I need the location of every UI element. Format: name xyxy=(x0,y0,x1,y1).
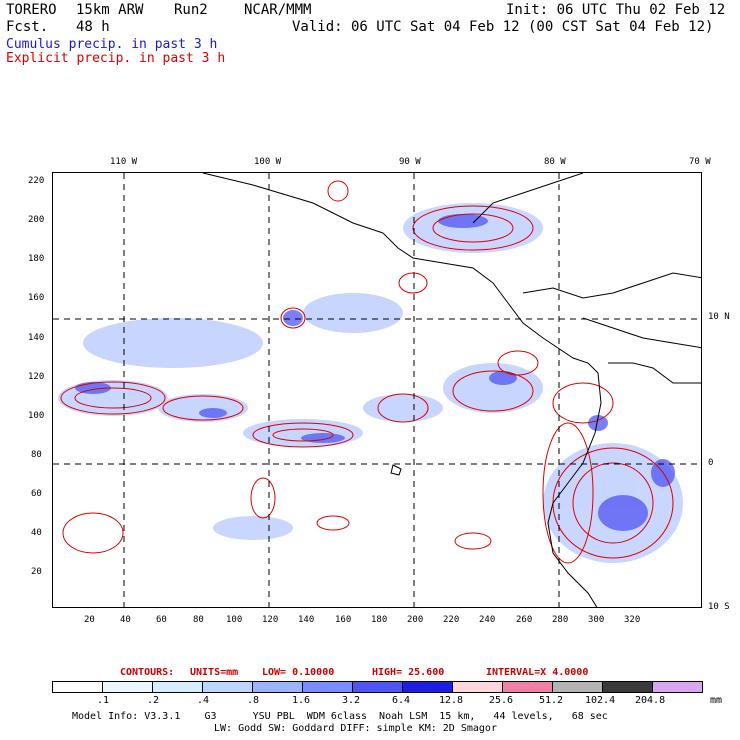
lon-label-110w: 110 W xyxy=(110,157,138,167)
lon-label-70w: 70 W xyxy=(689,157,711,167)
legend-swatch-11 xyxy=(602,681,653,693)
x-tick-180: 180 xyxy=(371,615,388,625)
legend-swatch-2 xyxy=(152,681,203,693)
x-tick-260: 260 xyxy=(516,615,533,625)
legend-swatch-12 xyxy=(652,681,703,693)
x-tick-220: 220 xyxy=(443,615,460,625)
lat-label-10s: 10 S xyxy=(708,602,730,612)
y-tick-60: 60 xyxy=(31,489,42,499)
legend-swatch-5 xyxy=(302,681,353,693)
legend-label-1.6: 1.6 xyxy=(292,695,311,706)
x-tick-320: 320 xyxy=(624,615,641,625)
y-tick-40: 40 xyxy=(31,528,42,538)
model-name: TORERO xyxy=(6,2,57,18)
contours-label: CONTOURS: xyxy=(120,667,175,678)
y-tick-200: 200 xyxy=(28,215,45,225)
legend-label-3.2: 3.2 xyxy=(342,695,361,706)
x-tick-120: 120 xyxy=(262,615,279,625)
y-tick-120: 120 xyxy=(28,372,45,382)
contours-low: LOW= 0.10000 xyxy=(262,667,335,678)
lon-label-100w: 100 W xyxy=(254,157,282,167)
lon-label-90w: 90 W xyxy=(399,157,421,167)
field-title-cumulus: Cumulus precip. in past 3 h xyxy=(6,37,218,52)
y-tick-100: 100 xyxy=(28,411,45,421)
y-tick-20: 20 xyxy=(31,567,42,577)
coastlines xyxy=(202,173,701,607)
legend-swatch-10 xyxy=(552,681,603,693)
contours-high: HIGH= 25.600 xyxy=(372,667,445,678)
legend-swatch-8 xyxy=(452,681,503,693)
fcst-value: 48 h xyxy=(76,19,110,35)
org-label: NCAR/MMM xyxy=(244,2,312,18)
x-tick-60: 60 xyxy=(156,615,167,625)
map-canvas xyxy=(53,173,701,607)
legend-label-6.4: 6.4 xyxy=(392,695,411,706)
run-label: Run2 xyxy=(174,2,208,18)
x-tick-240: 240 xyxy=(479,615,496,625)
lat-label-10n: 10 N xyxy=(708,312,730,322)
model-resolution: 15km ARW xyxy=(76,2,144,18)
x-tick-160: 160 xyxy=(335,615,352,625)
x-tick-100: 100 xyxy=(226,615,243,625)
x-tick-200: 200 xyxy=(407,615,424,625)
legend-swatch-4 xyxy=(252,681,303,693)
legend-label-0.1: .1 xyxy=(97,695,110,706)
legend-swatch-9 xyxy=(502,681,553,693)
legend-unit: mm xyxy=(710,695,723,706)
legend-swatch-0 xyxy=(52,681,103,693)
y-tick-160: 160 xyxy=(28,293,45,303)
legend-label-204.8: 204.8 xyxy=(635,695,666,706)
legend-swatch-3 xyxy=(202,681,253,693)
legend-swatch-6 xyxy=(352,681,403,693)
lon-label-80w: 80 W xyxy=(544,157,566,167)
fcst-label: Fcst. xyxy=(6,19,49,35)
lat-label-0: 0 xyxy=(708,458,714,468)
y-tick-140: 140 xyxy=(28,333,45,343)
legend-label-12.8: 12.8 xyxy=(439,695,464,706)
y-tick-80: 80 xyxy=(31,450,42,460)
legend-label-51.2: 51.2 xyxy=(539,695,564,706)
x-tick-80: 80 xyxy=(193,615,204,625)
y-tick-220: 220 xyxy=(28,176,45,186)
y-tick-180: 180 xyxy=(28,254,45,264)
legend-swatch-1 xyxy=(102,681,153,693)
x-tick-280: 280 xyxy=(552,615,569,625)
legend-label-0.2: .2 xyxy=(147,695,160,706)
lat-lon-grid xyxy=(53,173,701,607)
contours-interval: INTERVAL=X 4.0000 xyxy=(486,667,589,678)
x-tick-40: 40 xyxy=(120,615,131,625)
valid-time: Valid: 06 UTC Sat 04 Feb 12 (00 CST Sat … xyxy=(292,19,714,35)
model-info-line1: Model Info: V3.3.1 G3 YSU PBL WDM 6class… xyxy=(72,711,608,722)
precip-map xyxy=(52,172,702,608)
contours-units: UNITS=mm xyxy=(190,667,239,678)
x-tick-20: 20 xyxy=(84,615,95,625)
x-tick-300: 300 xyxy=(588,615,605,625)
legend-swatch-7 xyxy=(402,681,453,693)
model-info-line2: LW: Godd SW: Goddard DIFF: simple KM: 2D… xyxy=(214,723,497,734)
legend-label-0.4: .4 xyxy=(197,695,210,706)
legend-label-25.6: 25.6 xyxy=(489,695,514,706)
legend-label-102.4: 102.4 xyxy=(585,695,616,706)
legend-label-0.8: .8 xyxy=(247,695,260,706)
field-title-explicit: Explicit precip. in past 3 h xyxy=(6,51,226,66)
init-time: Init: 06 UTC Thu 02 Feb 12 xyxy=(506,2,726,18)
x-tick-140: 140 xyxy=(298,615,315,625)
